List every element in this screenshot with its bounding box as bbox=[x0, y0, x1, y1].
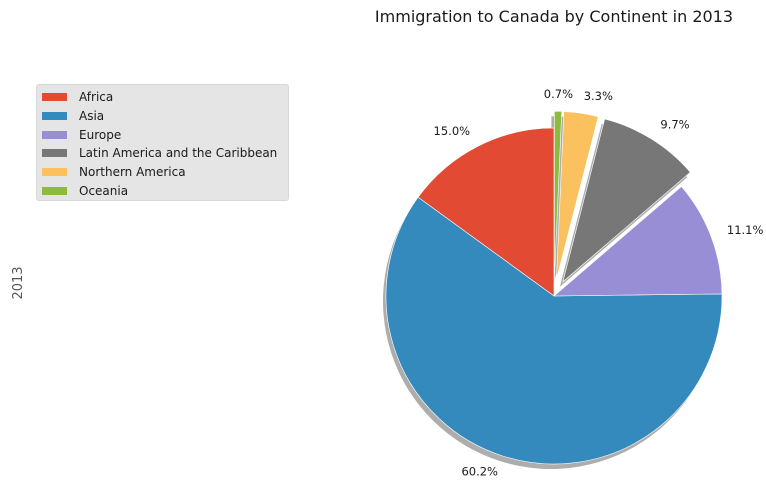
pct-label-africa: 15.0% bbox=[434, 124, 471, 138]
legend-swatch bbox=[42, 168, 67, 177]
chart-title: Immigration to Canada by Continent in 20… bbox=[375, 7, 733, 26]
legend-item-europe: Europe bbox=[42, 125, 288, 144]
legend-swatch bbox=[42, 130, 67, 139]
legend-swatch bbox=[42, 112, 67, 121]
legend-item-northern-america: Northern America bbox=[42, 163, 288, 182]
legend-item-asia: Asia bbox=[42, 107, 288, 126]
legend-label: Asia bbox=[79, 109, 105, 124]
pie-slice-asia bbox=[385, 196, 723, 465]
legend-swatch bbox=[42, 93, 67, 102]
pie-slice-europe bbox=[553, 186, 723, 297]
legend-label: Northern America bbox=[79, 165, 186, 180]
pct-label-europe: 11.1% bbox=[727, 223, 764, 237]
pct-label-asia: 60.2% bbox=[461, 465, 498, 479]
legend-item-africa: Africa bbox=[42, 88, 288, 107]
percentage-labels: 15.0% 60.2% 11.1% 9.7% 3.3% 0.7% bbox=[434, 87, 764, 479]
pie-slice-latin-america-and-the-caribbean bbox=[562, 118, 691, 283]
pct-label-northern-america: 3.3% bbox=[584, 89, 613, 103]
legend: Africa Asia Europe Latin America and the Ca… bbox=[36, 84, 289, 201]
legend-swatch bbox=[42, 186, 67, 195]
pct-label-latin-america-and-the-caribbean: 9.7% bbox=[660, 117, 689, 131]
pct-label-oceania: 0.7% bbox=[544, 87, 573, 101]
legend-label: Latin America and the Caribbean bbox=[79, 146, 278, 161]
pie-slices bbox=[385, 110, 723, 465]
legend-label: Africa bbox=[79, 90, 114, 105]
legend-swatch bbox=[42, 149, 67, 158]
pie-slice-oceania bbox=[554, 110, 563, 280]
legend-label: Oceania bbox=[79, 183, 129, 198]
y-axis-label: 2013 bbox=[11, 266, 26, 299]
legend-item-oceania: Oceania bbox=[42, 181, 288, 200]
legend-label: Europe bbox=[79, 127, 122, 142]
legend-item-latin-america-and-the-caribbean: Latin America and the Caribbean bbox=[42, 144, 288, 163]
pie-slice-northern-america bbox=[556, 111, 599, 280]
pie-slice-africa bbox=[417, 127, 555, 297]
